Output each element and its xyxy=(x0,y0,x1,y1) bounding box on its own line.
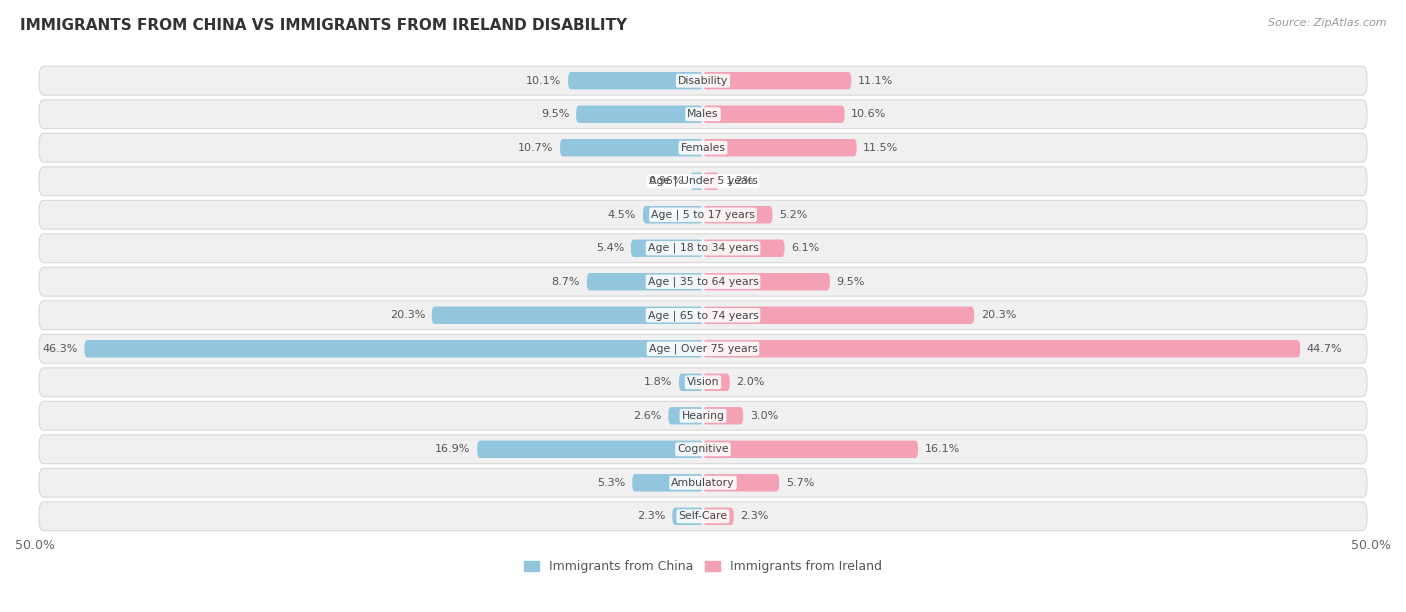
Text: Age | Over 75 years: Age | Over 75 years xyxy=(648,343,758,354)
Text: 20.3%: 20.3% xyxy=(981,310,1017,320)
Text: 5.3%: 5.3% xyxy=(598,478,626,488)
Text: Age | 5 to 17 years: Age | 5 to 17 years xyxy=(651,209,755,220)
Text: Age | Under 5 years: Age | Under 5 years xyxy=(648,176,758,187)
FancyBboxPatch shape xyxy=(703,239,785,257)
FancyBboxPatch shape xyxy=(703,206,772,223)
Text: 44.7%: 44.7% xyxy=(1306,344,1343,354)
FancyBboxPatch shape xyxy=(39,66,1367,95)
Text: Age | 35 to 64 years: Age | 35 to 64 years xyxy=(648,277,758,287)
Text: 5.2%: 5.2% xyxy=(779,210,807,220)
FancyBboxPatch shape xyxy=(568,72,703,89)
Text: 5.7%: 5.7% xyxy=(786,478,814,488)
FancyBboxPatch shape xyxy=(39,334,1367,363)
FancyBboxPatch shape xyxy=(39,502,1367,531)
FancyBboxPatch shape xyxy=(477,441,703,458)
FancyBboxPatch shape xyxy=(631,239,703,257)
FancyBboxPatch shape xyxy=(39,435,1367,464)
FancyBboxPatch shape xyxy=(703,340,1301,357)
Text: Ambulatory: Ambulatory xyxy=(671,478,735,488)
Text: 16.1%: 16.1% xyxy=(925,444,960,454)
FancyBboxPatch shape xyxy=(703,307,974,324)
Text: 2.6%: 2.6% xyxy=(633,411,662,421)
Text: Disability: Disability xyxy=(678,76,728,86)
FancyBboxPatch shape xyxy=(432,307,703,324)
Text: 10.6%: 10.6% xyxy=(851,109,887,119)
Text: 6.1%: 6.1% xyxy=(792,243,820,253)
FancyBboxPatch shape xyxy=(39,468,1367,497)
FancyBboxPatch shape xyxy=(679,373,703,391)
FancyBboxPatch shape xyxy=(672,507,703,525)
FancyBboxPatch shape xyxy=(703,507,734,525)
FancyBboxPatch shape xyxy=(703,474,779,491)
FancyBboxPatch shape xyxy=(633,474,703,491)
FancyBboxPatch shape xyxy=(703,105,845,123)
FancyBboxPatch shape xyxy=(703,273,830,291)
Text: 1.2%: 1.2% xyxy=(725,176,754,186)
Text: Females: Females xyxy=(681,143,725,153)
Text: 3.0%: 3.0% xyxy=(749,411,778,421)
FancyBboxPatch shape xyxy=(84,340,703,357)
Text: 11.1%: 11.1% xyxy=(858,76,893,86)
FancyBboxPatch shape xyxy=(39,368,1367,397)
FancyBboxPatch shape xyxy=(39,234,1367,263)
Text: 0.96%: 0.96% xyxy=(648,176,683,186)
FancyBboxPatch shape xyxy=(39,100,1367,129)
Text: IMMIGRANTS FROM CHINA VS IMMIGRANTS FROM IRELAND DISABILITY: IMMIGRANTS FROM CHINA VS IMMIGRANTS FROM… xyxy=(20,18,627,34)
FancyBboxPatch shape xyxy=(703,441,918,458)
FancyBboxPatch shape xyxy=(576,105,703,123)
Text: 9.5%: 9.5% xyxy=(541,109,569,119)
FancyBboxPatch shape xyxy=(39,133,1367,162)
Legend: Immigrants from China, Immigrants from Ireland: Immigrants from China, Immigrants from I… xyxy=(519,556,887,578)
FancyBboxPatch shape xyxy=(690,173,703,190)
Text: 4.5%: 4.5% xyxy=(607,210,636,220)
Text: Vision: Vision xyxy=(686,377,720,387)
FancyBboxPatch shape xyxy=(668,407,703,425)
FancyBboxPatch shape xyxy=(643,206,703,223)
FancyBboxPatch shape xyxy=(703,72,851,89)
Text: Self-Care: Self-Care xyxy=(679,511,727,521)
FancyBboxPatch shape xyxy=(39,200,1367,229)
FancyBboxPatch shape xyxy=(703,373,730,391)
FancyBboxPatch shape xyxy=(39,167,1367,196)
Text: 10.7%: 10.7% xyxy=(517,143,554,153)
FancyBboxPatch shape xyxy=(703,139,856,157)
Text: Hearing: Hearing xyxy=(682,411,724,421)
Text: Source: ZipAtlas.com: Source: ZipAtlas.com xyxy=(1268,18,1386,28)
Text: 11.5%: 11.5% xyxy=(863,143,898,153)
Text: Age | 65 to 74 years: Age | 65 to 74 years xyxy=(648,310,758,321)
Text: 20.3%: 20.3% xyxy=(389,310,425,320)
FancyBboxPatch shape xyxy=(560,139,703,157)
Text: 46.3%: 46.3% xyxy=(42,344,77,354)
Text: 8.7%: 8.7% xyxy=(551,277,581,287)
Text: 5.4%: 5.4% xyxy=(596,243,624,253)
FancyBboxPatch shape xyxy=(39,401,1367,430)
Text: 9.5%: 9.5% xyxy=(837,277,865,287)
Text: Males: Males xyxy=(688,109,718,119)
Text: 1.8%: 1.8% xyxy=(644,377,672,387)
FancyBboxPatch shape xyxy=(703,173,718,190)
FancyBboxPatch shape xyxy=(586,273,703,291)
Text: 2.0%: 2.0% xyxy=(737,377,765,387)
Text: Cognitive: Cognitive xyxy=(678,444,728,454)
FancyBboxPatch shape xyxy=(39,267,1367,296)
Text: Age | 18 to 34 years: Age | 18 to 34 years xyxy=(648,243,758,253)
FancyBboxPatch shape xyxy=(703,407,744,425)
Text: 2.3%: 2.3% xyxy=(637,511,665,521)
Text: 10.1%: 10.1% xyxy=(526,76,561,86)
Text: 16.9%: 16.9% xyxy=(436,444,471,454)
Text: 2.3%: 2.3% xyxy=(741,511,769,521)
FancyBboxPatch shape xyxy=(39,301,1367,330)
